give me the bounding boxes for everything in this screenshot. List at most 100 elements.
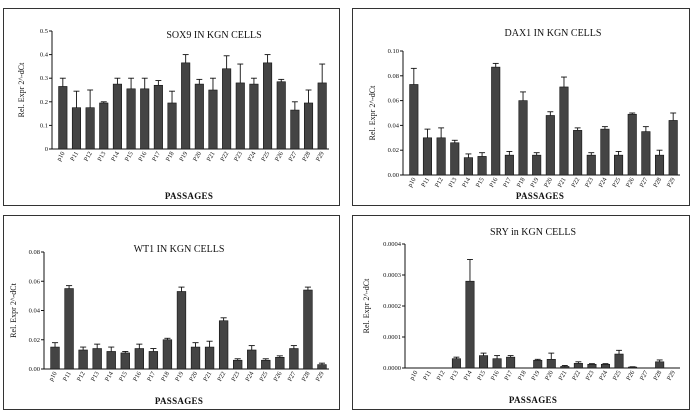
dax1-chart-panel: DAX1 IN KGN CELLS 0.00 0.02 0.04 0.06 0.08 0.1…: [352, 8, 690, 206]
sox9-error-bar-p14: [114, 77, 121, 85]
dax1-x-tick-label: P27: [638, 176, 649, 189]
wt1-y-tick-label: 0.00: [29, 366, 40, 373]
sox9-error-bar-p23: [237, 63, 244, 83]
sox9-bar-p15: [126, 88, 136, 150]
sox9-bar-p24: [249, 83, 259, 150]
wt1-bar-p11: [64, 288, 74, 370]
sox9-x-tick-label: P23: [233, 151, 244, 163]
wt1-x-tick-label: P21: [202, 371, 213, 383]
wt1-x-tick-label: P12: [76, 371, 87, 383]
dax1-bar-p11: [422, 137, 433, 176]
dax1-bar-p17: [504, 154, 514, 176]
sry-bar-p19: [533, 359, 543, 369]
wt1-error-bar-p15: [122, 350, 129, 353]
dax1-error-bar-p15: [479, 152, 486, 157]
sry-x-tick-label: P12: [435, 370, 446, 382]
wt1-error-bar-p18: [164, 337, 171, 340]
sox9-error-bar-p28: [305, 89, 312, 103]
wt1-bar-p24: [247, 349, 257, 370]
sry-x-tick-label: p10: [409, 370, 420, 382]
sry-x-tick-label: P26: [625, 369, 636, 382]
dax1-x-tick-label: p10: [407, 177, 418, 189]
wt1-bar-p22: [218, 320, 229, 370]
sry-y-tick-label: 0.0003: [383, 272, 401, 279]
sry-x-tick-label: P15: [476, 370, 487, 382]
dax1-error-bar-p25: [615, 150, 622, 156]
sry-x-tick-label: P11: [422, 370, 433, 382]
sox9-chart-title: SOX9 IN KGN CELLS: [166, 30, 261, 41]
sry-x-tick-label: P21: [557, 370, 568, 382]
sox9-bar-p11: [71, 107, 82, 150]
dax1-error-bar-p13: [451, 139, 458, 143]
dax1-bar-p24: [600, 128, 610, 176]
wt1-bar-p28: [303, 289, 313, 370]
sry-x-tick-label: P25: [612, 370, 623, 382]
sry-error-bar-p16: [494, 355, 501, 359]
wt1-x-tick-label: P26: [272, 370, 283, 383]
dax1-error-bar-p24: [601, 126, 608, 130]
sry-error-bar-p14: [467, 259, 473, 282]
dax1-bar-p19: [532, 154, 542, 176]
dax1-x-tick-label: P24: [598, 176, 609, 189]
dax1-x-tick-label: P13: [447, 177, 458, 189]
sry-y-tick-label: 0.0000: [383, 365, 401, 372]
sry-chart-panel: SRY in KGN CELLS 0.0000 0.0001 0.0002 0.0003…: [352, 215, 690, 410]
sry-x-tick-label: P29: [666, 370, 677, 382]
wt1-error-bar-p21: [206, 340, 213, 348]
wt1-bar-p15: [120, 352, 130, 370]
wt1-error-bar-p23: [234, 358, 241, 361]
dax1-x-tick-label: P29: [666, 177, 677, 189]
wt1-x-tick-label: P24: [244, 370, 255, 383]
sry-error-bar-p20: [548, 352, 555, 360]
sox9-bar-p10: [58, 86, 68, 150]
wt1-y-tick-label: 0.04: [29, 308, 41, 315]
dax1-bar-p26: [627, 113, 637, 176]
sox9-y-tick-label: 0.2: [40, 99, 48, 106]
dax1-error-bar-p22: [574, 127, 581, 131]
sox9-bar-p21: [208, 89, 218, 150]
wt1-x-tick-label: P19: [174, 371, 185, 383]
wt1-error-bar-p16: [136, 343, 143, 349]
dax1-x-tick-label: P19: [529, 177, 540, 189]
sox9-y-tick-label: 0: [45, 146, 48, 153]
sox9-chart-panel: SOX9 IN KGN CELLS 0 0.1 0.2 0.3 0.4 0.5 Rel. Ex…: [3, 8, 340, 206]
sox9-bar-p19: [181, 62, 191, 150]
wt1-x-axis-label: PASSAGES: [155, 396, 203, 406]
wt1-bar-p21: [204, 346, 215, 370]
dax1-x-tick-label: P17: [502, 176, 513, 189]
sry-x-tick-label: P18: [517, 370, 528, 382]
wt1-error-bar-p28: [304, 286, 311, 291]
dax1-bar-p29: [668, 120, 678, 176]
dax1-x-tick-label: P16: [488, 176, 499, 189]
dax1-chart-title: DAX1 IN KGN CELLS: [505, 28, 602, 39]
wt1-error-bar-p26: [276, 355, 283, 358]
sry-x-tick-label: P19: [530, 370, 541, 382]
dax1-error-bar-p28: [656, 149, 663, 156]
wt1-bar-p29: [317, 364, 327, 370]
sox9-bar-p26: [276, 81, 286, 150]
wt1-error-bar-p29: [318, 362, 326, 365]
sry-y-tick-label: 0.0002: [383, 303, 401, 310]
sox9-x-tick-label: P13: [96, 151, 107, 163]
sox9-x-tick-label: P20: [192, 151, 203, 163]
dax1-error-bar-p20: [547, 111, 554, 116]
sry-y-tick-label: 0.0004: [383, 241, 402, 248]
sry-x-tick-label: P23: [585, 370, 596, 382]
sry-bar-p23: [587, 363, 597, 369]
wt1-bar-p19: [176, 291, 187, 370]
sry-error-bar-p15: [480, 352, 487, 356]
wt1-error-bar-p17: [150, 348, 157, 352]
wt1-x-tick-label: P15: [118, 371, 129, 383]
sry-bar-p15: [479, 355, 489, 369]
wt1-error-bar-p22: [220, 317, 227, 321]
wt1-bar-p23: [233, 359, 243, 370]
dax1-bar-p23: [586, 154, 596, 176]
sox9-error-bar-p20: [196, 78, 203, 85]
dax1-x-tick-label: P28: [652, 177, 663, 189]
sry-error-bar-p21: [561, 365, 568, 367]
wt1-bar-p25: [261, 359, 271, 370]
wt1-x-tick-label: P28: [301, 371, 312, 383]
dax1-x-axis-label: PASSAGES: [516, 191, 564, 201]
sry-error-bar-p24: [602, 363, 609, 365]
wt1-error-bar-p27: [290, 345, 297, 349]
